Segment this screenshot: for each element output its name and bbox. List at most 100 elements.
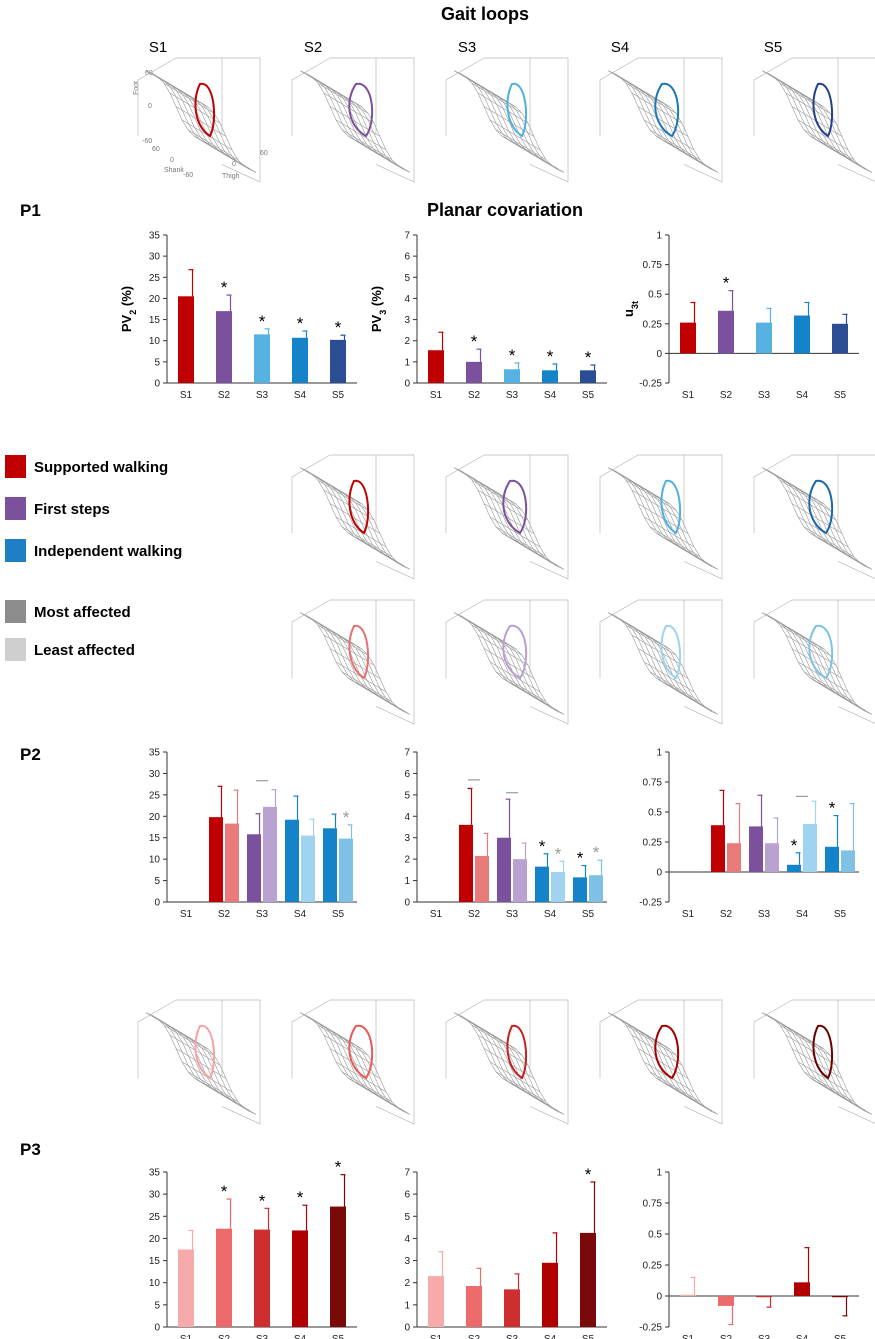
y-tick-label: 3 [404, 833, 410, 844]
gait-loop-p3-s4 [599, 999, 723, 1125]
bar-s2 [216, 1228, 232, 1327]
significance-star: * [335, 318, 342, 337]
loop-mesh-line [195, 100, 257, 173]
bar-s1 [428, 1276, 444, 1327]
y-tick-label: 3 [404, 1256, 410, 1267]
bar-s3-least [263, 806, 277, 902]
loop-cube-edge [484, 599, 569, 725]
y-tick-label: 15 [149, 1256, 161, 1267]
y-axis-label: u3t [621, 301, 640, 317]
bar-s4-least [551, 872, 565, 902]
gait-loop-trace [808, 479, 834, 535]
gait-loop-trace [502, 479, 528, 535]
gait-loop-trace [812, 82, 834, 138]
bar-s2 [718, 310, 734, 354]
bar-s2-most [711, 825, 725, 872]
y-tick-label: 30 [149, 252, 161, 263]
gait-loop-p2-most-affected-s4 [599, 454, 723, 580]
loop-cube-edge [792, 454, 875, 579]
figure-title: Gait loops [441, 4, 529, 24]
loop-cube-edge [291, 599, 331, 679]
loop-cube-edge [484, 57, 569, 183]
significance-star: * [829, 799, 836, 818]
bar-s3 [504, 369, 520, 383]
bar-s2-most [459, 824, 473, 902]
gait-loop-p3-s5 [753, 999, 875, 1124]
x-tick-label: S3 [256, 390, 269, 401]
y-tick-label: 5 [404, 273, 410, 284]
gait-loop-p2-most-affected-s3 [445, 454, 569, 580]
x-tick-label: S3 [758, 1334, 771, 1339]
loop-cube-edge [638, 999, 723, 1125]
gait-loop-p2-most-affected-s5 [753, 454, 875, 579]
loop-mesh-line [657, 100, 719, 173]
bar-s4 [292, 337, 308, 383]
x-tick-label: S2 [218, 390, 231, 401]
bar-s1 [178, 1249, 194, 1327]
bar-s1 [178, 296, 194, 383]
bar-s4-most [285, 819, 299, 902]
gait-loop-trace [654, 1024, 680, 1080]
loop-mesh-line [811, 642, 873, 715]
bar-s2-least [727, 843, 741, 872]
bar-s5 [832, 323, 848, 354]
loop-mesh-line [349, 497, 411, 570]
bar-s1 [428, 350, 444, 383]
y-tick-label: 0 [404, 1323, 410, 1334]
chart-p1-pv3: 0 1 2 3 4 5 6 7 S1 S2 S3 S4 S5 PV3 (%) * * * * [369, 231, 607, 401]
legend-swatch-supported-walking [5, 455, 26, 478]
bar-s4-least [301, 835, 315, 902]
loop-cube-edge [176, 999, 261, 1125]
gait-loop-trace [660, 624, 682, 680]
y-tick-label: 0.5 [648, 290, 662, 301]
bar-s5-most [323, 828, 337, 902]
loop-cube-edge [330, 57, 415, 183]
x-tick-label: S5 [834, 390, 847, 401]
y-tick-label: 7 [404, 231, 410, 242]
loop-cube-edge [484, 454, 569, 580]
chart-p3-pv3: 0 1 2 3 4 5 6 7 S1 S2 S3 S4 S5 * [404, 1165, 607, 1339]
significance-star: * [585, 1165, 592, 1184]
y-tick-label: 1 [404, 876, 410, 887]
y-tick-label: 1 [656, 748, 662, 759]
y-tick-label: 0 [404, 898, 410, 909]
bar-s4 [542, 370, 558, 383]
figure-subtitle: Planar covariation [427, 200, 583, 220]
y-tick-label: 4 [404, 1234, 410, 1245]
bar-s2-least [475, 855, 489, 902]
bar-s3 [756, 1296, 772, 1298]
loop-mesh-line [503, 100, 565, 173]
gait-loop-trace [194, 82, 216, 138]
loop-mesh-line [811, 497, 873, 570]
loop-mesh-line [811, 100, 873, 173]
bar-s5-most [573, 877, 587, 902]
y-tick-label: 6 [404, 1190, 410, 1201]
y-tick-label: 0 [656, 349, 662, 360]
bar-s4-most [535, 866, 549, 902]
bar-s4-least [803, 824, 817, 872]
significance-star: * [547, 347, 554, 366]
significance-star: * [297, 1188, 304, 1207]
x-tick-label: S2 [468, 909, 481, 920]
x-tick-label: S2 [468, 390, 481, 401]
row-label-p2: P2 [20, 745, 41, 764]
gait-loops-layer [137, 57, 875, 1125]
y-tick-label: 25 [149, 790, 161, 801]
y-tick-label: 3 [404, 315, 410, 326]
y-tick-label: 5 [404, 790, 410, 801]
bar-s3-most [247, 834, 261, 902]
significance-star: * [509, 346, 516, 365]
gait-loop-p1-s4 [599, 57, 723, 183]
x-tick-label: S4 [796, 1334, 809, 1339]
gait-loop-trace [502, 624, 528, 680]
chart-p2-u3t: -0.25 0 0.25 0.5 0.75 1 S1 S2 S3 S4 S5 * * [639, 748, 859, 920]
x-tick-label: S2 [720, 909, 733, 920]
x-tick-label: S5 [332, 909, 345, 920]
loop-mesh-line [349, 100, 411, 173]
chart-p2-pv3: 0 1 2 3 4 5 6 7 S1 S2 S3 S4 S5 * * * * [404, 748, 607, 920]
x-tick-label: S1 [682, 390, 695, 401]
loop-cube-edge [291, 454, 331, 534]
y-tick-label: 4 [404, 294, 410, 305]
bar-s4-most [787, 864, 801, 872]
